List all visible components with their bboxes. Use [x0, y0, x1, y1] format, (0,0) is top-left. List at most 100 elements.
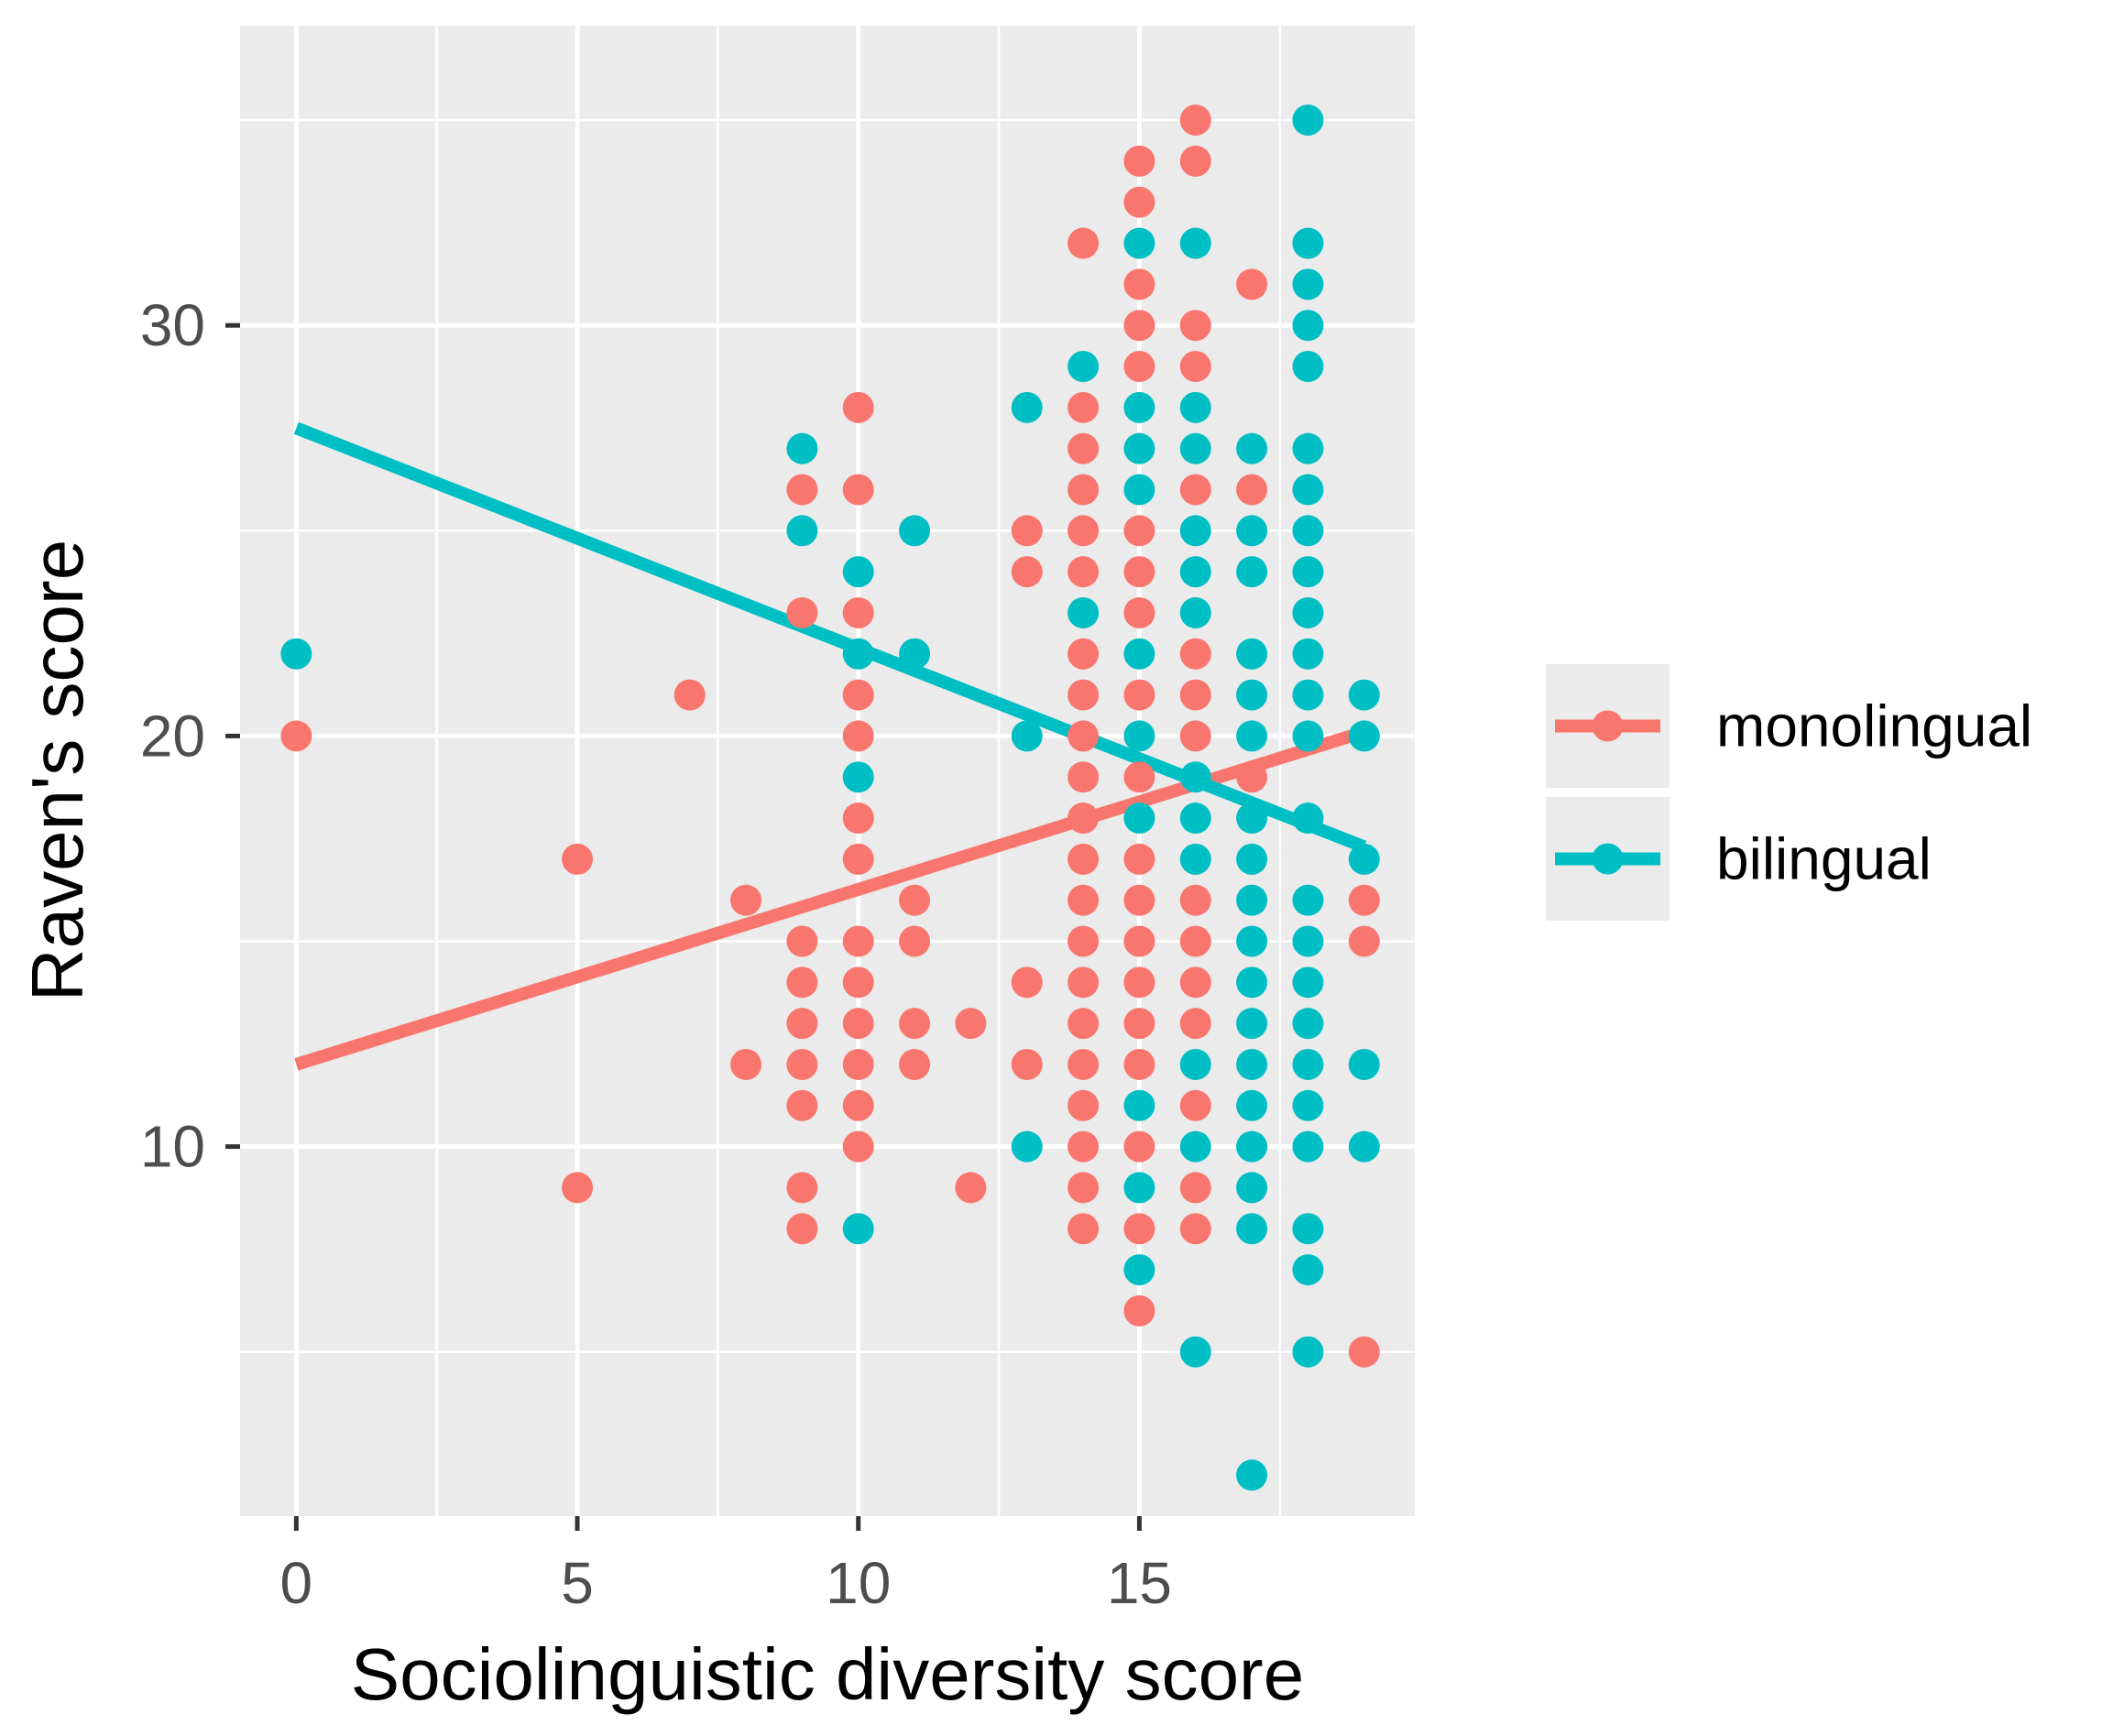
monolingual-point	[842, 679, 874, 711]
bilingual-point	[1292, 679, 1324, 711]
bilingual-point	[1179, 432, 1211, 464]
bilingual-point	[1236, 843, 1268, 875]
bilingual-point	[1067, 351, 1100, 383]
bilingual-point	[1011, 1130, 1043, 1163]
bilingual-point	[1292, 966, 1324, 999]
bilingual-point	[1292, 227, 1324, 259]
monolingual-point	[1179, 474, 1211, 506]
monolingual-point	[1179, 925, 1211, 957]
bilingual-point	[1179, 596, 1211, 628]
monolingual-point	[842, 966, 874, 999]
bilingual-point	[1179, 802, 1211, 835]
monolingual-point	[562, 1172, 594, 1204]
bilingual-point	[842, 638, 874, 670]
monolingual-point	[899, 1048, 931, 1080]
x-tick-label: 10	[826, 1550, 891, 1616]
y-tick-label: 30	[140, 292, 205, 358]
monolingual-point	[1067, 1172, 1100, 1204]
monolingual-point	[1123, 310, 1155, 342]
monolingual-point	[1179, 1172, 1211, 1204]
bilingual-point	[1236, 638, 1268, 670]
monolingual-point	[1067, 391, 1100, 423]
monolingual-point	[1011, 556, 1043, 588]
bilingual-point	[1236, 679, 1268, 711]
bilingual-point	[1123, 391, 1155, 423]
bilingual-point	[1123, 1254, 1155, 1286]
monolingual-point	[1123, 679, 1155, 711]
monolingual-point	[1123, 1294, 1155, 1327]
axis-ticks	[225, 322, 1142, 1531]
monolingual-point	[955, 1172, 987, 1204]
bilingual-point	[842, 556, 874, 588]
monolingual-point	[1123, 1213, 1155, 1245]
bilingual-point	[1292, 1130, 1324, 1163]
bilingual-point	[1123, 1172, 1155, 1204]
monolingual-point	[1067, 638, 1100, 670]
monolingual-point	[730, 1048, 762, 1080]
bilingual-point	[842, 1213, 874, 1245]
monolingual-point	[1236, 761, 1268, 793]
monolingual-point	[899, 884, 931, 916]
monolingual-point	[1067, 515, 1100, 547]
bilingual-point	[1179, 843, 1211, 875]
bilingual-point	[1292, 1048, 1324, 1080]
bilingual-point	[1123, 1089, 1155, 1121]
monolingual-point	[1011, 1048, 1043, 1080]
bilingual-point	[1292, 432, 1324, 464]
monolingual-point	[1123, 515, 1155, 547]
monolingual-point	[1123, 966, 1155, 999]
bilingual-point	[1292, 474, 1324, 506]
bilingual-point	[1292, 638, 1324, 670]
monolingual-point	[1179, 720, 1211, 752]
bilingual-point	[1123, 474, 1155, 506]
monolingual-point	[1123, 186, 1155, 218]
bilingual-point	[1179, 1336, 1211, 1368]
bilingual-point	[1236, 720, 1268, 752]
monolingual-point	[1123, 1130, 1155, 1163]
monolingual-point	[842, 1130, 874, 1163]
monolingual-point	[786, 474, 818, 506]
monolingual-point	[1067, 556, 1100, 588]
monolingual-point	[1123, 925, 1155, 957]
monolingual-point	[786, 1089, 818, 1121]
monolingual-point	[786, 1048, 818, 1080]
monolingual-point	[1179, 351, 1211, 383]
bilingual-point	[1236, 1089, 1268, 1121]
monolingual-point	[1348, 1336, 1380, 1368]
monolingual-point	[842, 843, 874, 875]
bilingual-point	[1292, 720, 1324, 752]
x-tick-label: 5	[561, 1550, 594, 1616]
monolingual-point	[786, 1008, 818, 1040]
monolingual-point	[1179, 966, 1211, 999]
monolingual-point	[842, 802, 874, 835]
x-tick-label: 0	[280, 1550, 313, 1616]
bilingual-point	[1123, 802, 1155, 835]
bilingual-point	[1011, 391, 1043, 423]
monolingual-point	[1011, 966, 1043, 999]
bilingual-point	[1011, 720, 1043, 752]
bilingual-point	[1292, 925, 1324, 957]
bilingual-point	[1292, 1336, 1324, 1368]
monolingual-point	[1123, 1048, 1155, 1080]
monolingual-point	[1123, 556, 1155, 588]
bilingual-point	[899, 515, 931, 547]
legend-key-point	[1592, 843, 1624, 875]
bilingual-point	[1292, 556, 1324, 588]
monolingual-point	[842, 596, 874, 628]
bilingual-point	[1179, 556, 1211, 588]
x-axis-title: Sociolinguistic diversity score	[351, 1633, 1304, 1715]
bilingual-point	[1179, 515, 1211, 547]
bilingual-point	[1236, 1008, 1268, 1040]
monolingual-point	[786, 1172, 818, 1204]
monolingual-point	[786, 925, 818, 957]
monolingual-point	[1179, 1008, 1211, 1040]
bilingual-point	[1236, 802, 1268, 835]
monolingual-point	[1123, 761, 1155, 793]
monolingual-point	[1123, 351, 1155, 383]
bilingual-point	[1179, 761, 1211, 793]
bilingual-point	[1236, 1459, 1268, 1491]
monolingual-point	[1123, 268, 1155, 300]
y-tick-label: 10	[140, 1114, 205, 1180]
monolingual-point	[786, 596, 818, 628]
